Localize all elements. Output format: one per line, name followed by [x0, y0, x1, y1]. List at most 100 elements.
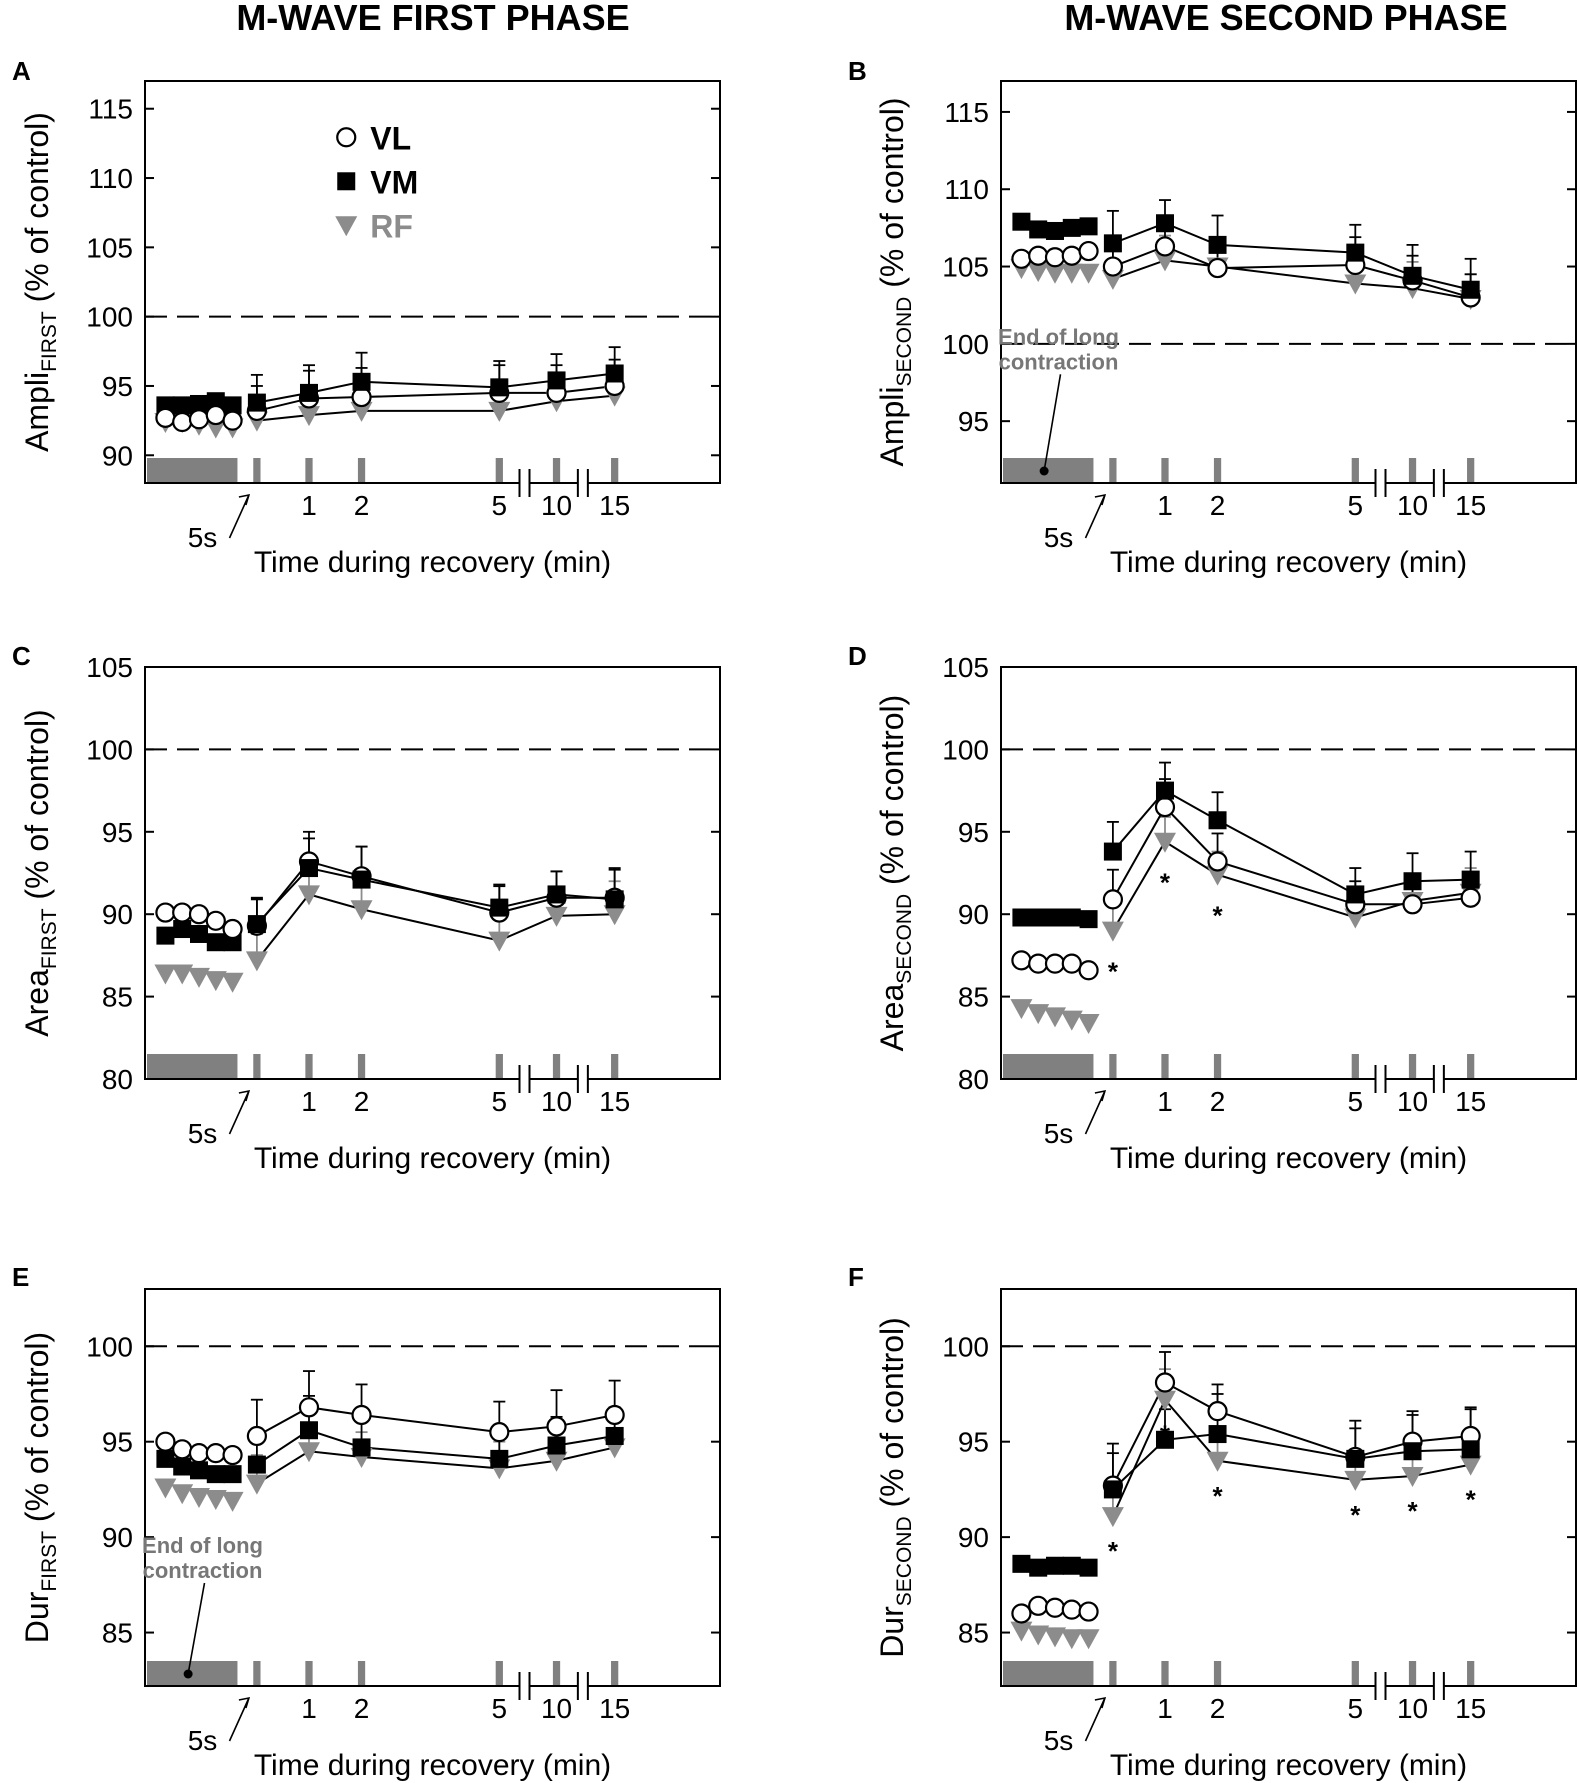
contraction-point-vl	[1011, 950, 1032, 971]
contraction-point-vm	[173, 920, 192, 939]
contraction-point-vl	[1044, 1597, 1066, 1618]
x-tick-label: 15	[1455, 490, 1486, 521]
y-axis-label: AmpliFIRST (% of control)	[19, 112, 61, 452]
contraction-point-vm	[1029, 908, 1048, 927]
five-s-arrowhead	[1094, 1696, 1107, 1709]
annotation-pointer	[1043, 374, 1062, 472]
stimulation-bar	[495, 1054, 503, 1078]
stimulation-bar	[1213, 458, 1222, 482]
point-vm	[490, 378, 509, 397]
y-axis-label-main: Area	[874, 984, 910, 1052]
contraction-point-vl	[172, 411, 193, 433]
stimulation-bar	[1351, 1661, 1359, 1685]
x-tick-label: 5	[492, 1693, 508, 1724]
point-rf	[1459, 1455, 1482, 1476]
point-vm	[1461, 280, 1480, 299]
point-vl	[1402, 894, 1423, 915]
stimulation-bar	[495, 1661, 503, 1685]
contraction-point-vl	[1078, 960, 1099, 981]
contraction-point-vl	[1061, 1599, 1082, 1620]
contraction-point-rf	[1043, 263, 1066, 284]
point-rf	[545, 906, 568, 927]
long-contraction-bar	[147, 1054, 238, 1078]
stimulation-bar	[1408, 458, 1417, 482]
contraction-point-rf	[1043, 1627, 1066, 1648]
significance-star: *	[1108, 957, 1119, 987]
panel-b: B 95 100 105 110 115 1 2 5 10 15 5s Time during reco…	[848, 56, 1577, 579]
contraction-point-rf	[1077, 1013, 1100, 1034]
point-vm	[605, 1426, 624, 1445]
stimulation-bar	[253, 1661, 261, 1685]
legend-label-vm: VM	[370, 164, 418, 200]
panel-letter-c: C	[12, 641, 31, 671]
contraction-point-vl	[188, 1443, 210, 1464]
y-tick-label: 105	[86, 652, 133, 683]
axis-break-gap	[1375, 469, 1386, 497]
axis-break-gap	[1375, 1672, 1386, 1700]
panel-letter-d: D	[848, 641, 867, 671]
point-vm	[605, 890, 624, 909]
stimulation-bar	[611, 458, 619, 482]
y-tick-label: 85	[958, 982, 989, 1013]
axis-break-gap	[1433, 469, 1444, 497]
contraction-point-vm	[173, 396, 192, 415]
y-axis-label: AmpliSECOND (% of control)	[874, 97, 916, 466]
panel-f: F 85 90 95 100 1 2 5 10 15 5s Time during recovery …	[848, 1262, 1577, 1782]
point-vm	[1461, 1440, 1480, 1459]
contraction-point-vl	[188, 904, 210, 925]
significance-star: *	[1466, 1485, 1477, 1515]
contraction-point-rf	[1027, 262, 1050, 283]
stimulation-bar	[253, 1054, 261, 1078]
y-axis-label: AreaFIRST (% of control)	[19, 709, 61, 1036]
x-tick-label: 10	[541, 1086, 572, 1117]
contraction-point-vm	[156, 926, 175, 945]
plot-frame	[1000, 80, 1577, 484]
contraction-point-vl	[188, 409, 210, 430]
point-rf	[488, 931, 511, 952]
point-vm	[1346, 885, 1365, 904]
y-axis-label-main: Dur	[874, 1606, 910, 1658]
contraction-point-rf	[187, 1488, 210, 1509]
point-vl	[1154, 236, 1176, 257]
annotation-dot	[1039, 466, 1049, 476]
y-tick-label: 115	[944, 97, 989, 128]
point-vm	[299, 383, 318, 402]
x-axis-label: Time during recovery (min)	[254, 546, 611, 579]
series-line-rf	[256, 394, 615, 422]
point-vl	[1207, 257, 1228, 279]
point-rf	[488, 401, 511, 422]
series-line-rf	[1112, 840, 1471, 932]
point-vm	[247, 393, 266, 412]
point-vm	[352, 1438, 371, 1457]
contraction-point-vl	[155, 1431, 176, 1452]
contraction-point-vm	[1029, 220, 1048, 239]
y-tick-label: 85	[958, 1618, 989, 1649]
point-rf	[1401, 1467, 1424, 1488]
stimulation-bar	[1213, 1054, 1222, 1078]
stimulation-bar	[305, 458, 313, 482]
axis-break-gap	[577, 1672, 588, 1700]
y-tick-label: 100	[942, 1331, 989, 1362]
y-axis-label-subscript: FIRST	[38, 908, 61, 969]
point-vm	[605, 364, 624, 383]
five-s-arrow	[1084, 1697, 1106, 1742]
axis-break-gap	[519, 1672, 530, 1700]
series-line-rf	[256, 893, 615, 961]
contraction-point-vm	[189, 394, 208, 413]
y-tick-label: 100	[86, 1331, 133, 1362]
y-axis-label-main: Ampli	[19, 372, 55, 452]
contraction-point-vm	[1045, 908, 1064, 927]
five-s-arrow	[1084, 494, 1106, 539]
point-rf	[350, 900, 373, 921]
five-s-label: 5s	[1044, 1725, 1074, 1756]
significance-star: *	[1212, 1481, 1223, 1511]
stimulation-bar	[1351, 458, 1359, 482]
stimulation-bar	[357, 1661, 366, 1685]
stimulation-bar	[1408, 1054, 1417, 1078]
contraction-point-rf	[1077, 1629, 1100, 1650]
y-tick-label: 115	[88, 94, 133, 125]
contraction-point-vm	[173, 1457, 192, 1476]
x-tick-label: 10	[1397, 1693, 1428, 1724]
stimulation-bar	[611, 1054, 619, 1078]
contraction-point-vl	[1028, 1595, 1049, 1616]
